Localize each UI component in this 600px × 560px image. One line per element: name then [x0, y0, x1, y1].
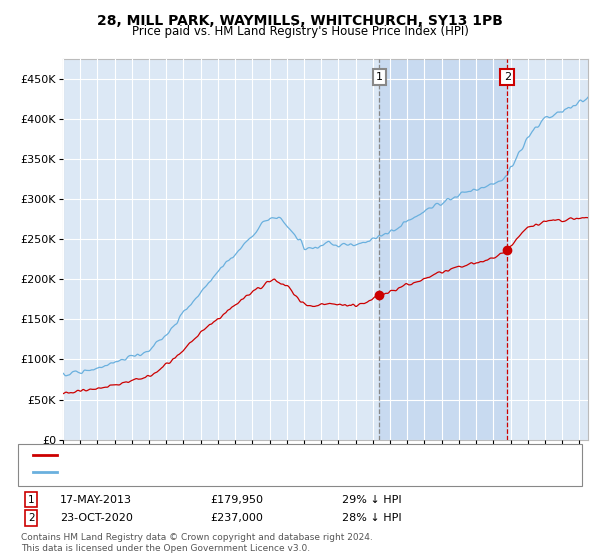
Text: Price paid vs. HM Land Registry's House Price Index (HPI): Price paid vs. HM Land Registry's House …	[131, 25, 469, 38]
Text: 17-MAY-2013: 17-MAY-2013	[60, 494, 132, 505]
Text: Contains HM Land Registry data © Crown copyright and database right 2024.
This d: Contains HM Land Registry data © Crown c…	[21, 533, 373, 553]
Text: 28% ↓ HPI: 28% ↓ HPI	[342, 513, 401, 523]
Text: 1: 1	[376, 72, 383, 82]
Text: £237,000: £237,000	[210, 513, 263, 523]
Text: 23-OCT-2020: 23-OCT-2020	[60, 513, 133, 523]
Text: HPI: Average price, detached house, Shropshire: HPI: Average price, detached house, Shro…	[60, 467, 309, 477]
Text: 28, MILL PARK, WAYMILLS, WHITCHURCH, SY13 1PB (detached house): 28, MILL PARK, WAYMILLS, WHITCHURCH, SY1…	[60, 450, 421, 460]
Text: 1: 1	[28, 494, 35, 505]
Text: 28, MILL PARK, WAYMILLS, WHITCHURCH, SY13 1PB: 28, MILL PARK, WAYMILLS, WHITCHURCH, SY1…	[97, 14, 503, 28]
Text: 29% ↓ HPI: 29% ↓ HPI	[342, 494, 401, 505]
Text: 2: 2	[28, 513, 35, 523]
Text: 2: 2	[504, 72, 511, 82]
Text: £179,950: £179,950	[210, 494, 263, 505]
Bar	[379, 59, 507, 440]
